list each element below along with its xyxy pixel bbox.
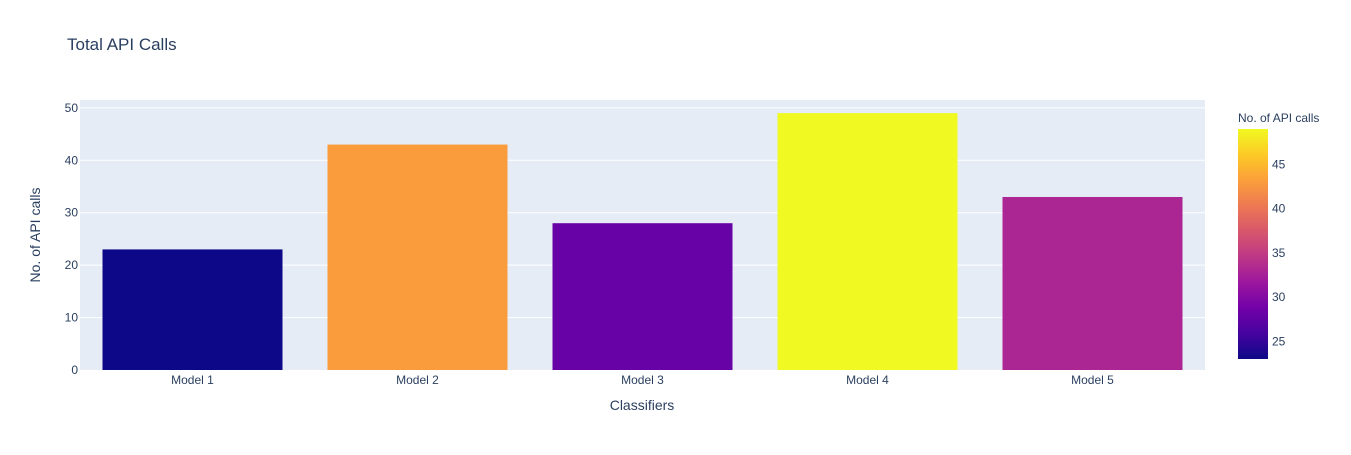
y-tick-label: 0: [71, 363, 78, 377]
colorbar: [1238, 129, 1268, 359]
y-axis-label: No. of API calls: [27, 188, 43, 283]
bars: [102, 113, 1183, 370]
chart-title: Total API Calls: [67, 35, 177, 54]
colorbar-tick-label: 25: [1272, 334, 1286, 348]
y-tick-label: 20: [65, 258, 79, 272]
colorbar-tick-label: 35: [1272, 246, 1286, 260]
x-tick-label: Model 4: [846, 373, 889, 387]
x-tick-label: Model 2: [396, 373, 439, 387]
colorbar-ticks: 25 30 35 40 45: [1272, 157, 1286, 348]
y-tick-label: 10: [65, 311, 79, 325]
y-tick-label: 40: [65, 153, 79, 167]
colorbar-tick-label: 40: [1272, 202, 1286, 216]
bar-model-5[interactable]: [1002, 196, 1183, 370]
y-tick-label: 30: [65, 206, 79, 220]
x-axis-label: Classifiers: [610, 397, 675, 413]
y-axis-ticks: 0 10 20 30 40 50: [65, 101, 79, 377]
bar-model-3[interactable]: [552, 223, 733, 370]
bar-model-2[interactable]: [327, 144, 508, 370]
x-tick-label: Model 3: [621, 373, 664, 387]
colorbar-tick-label: 30: [1272, 290, 1286, 304]
x-axis-ticks: Model 1 Model 2 Model 3 Model 4 Model 5: [171, 373, 1114, 387]
bar-model-1[interactable]: [102, 249, 283, 370]
colorbar-tick-label: 45: [1272, 157, 1286, 171]
bar-model-4[interactable]: [777, 113, 958, 370]
y-tick-label: 50: [65, 101, 79, 115]
x-tick-label: Model 5: [1071, 373, 1114, 387]
x-tick-label: Model 1: [171, 373, 214, 387]
colorbar-title: No. of API calls: [1238, 111, 1319, 125]
